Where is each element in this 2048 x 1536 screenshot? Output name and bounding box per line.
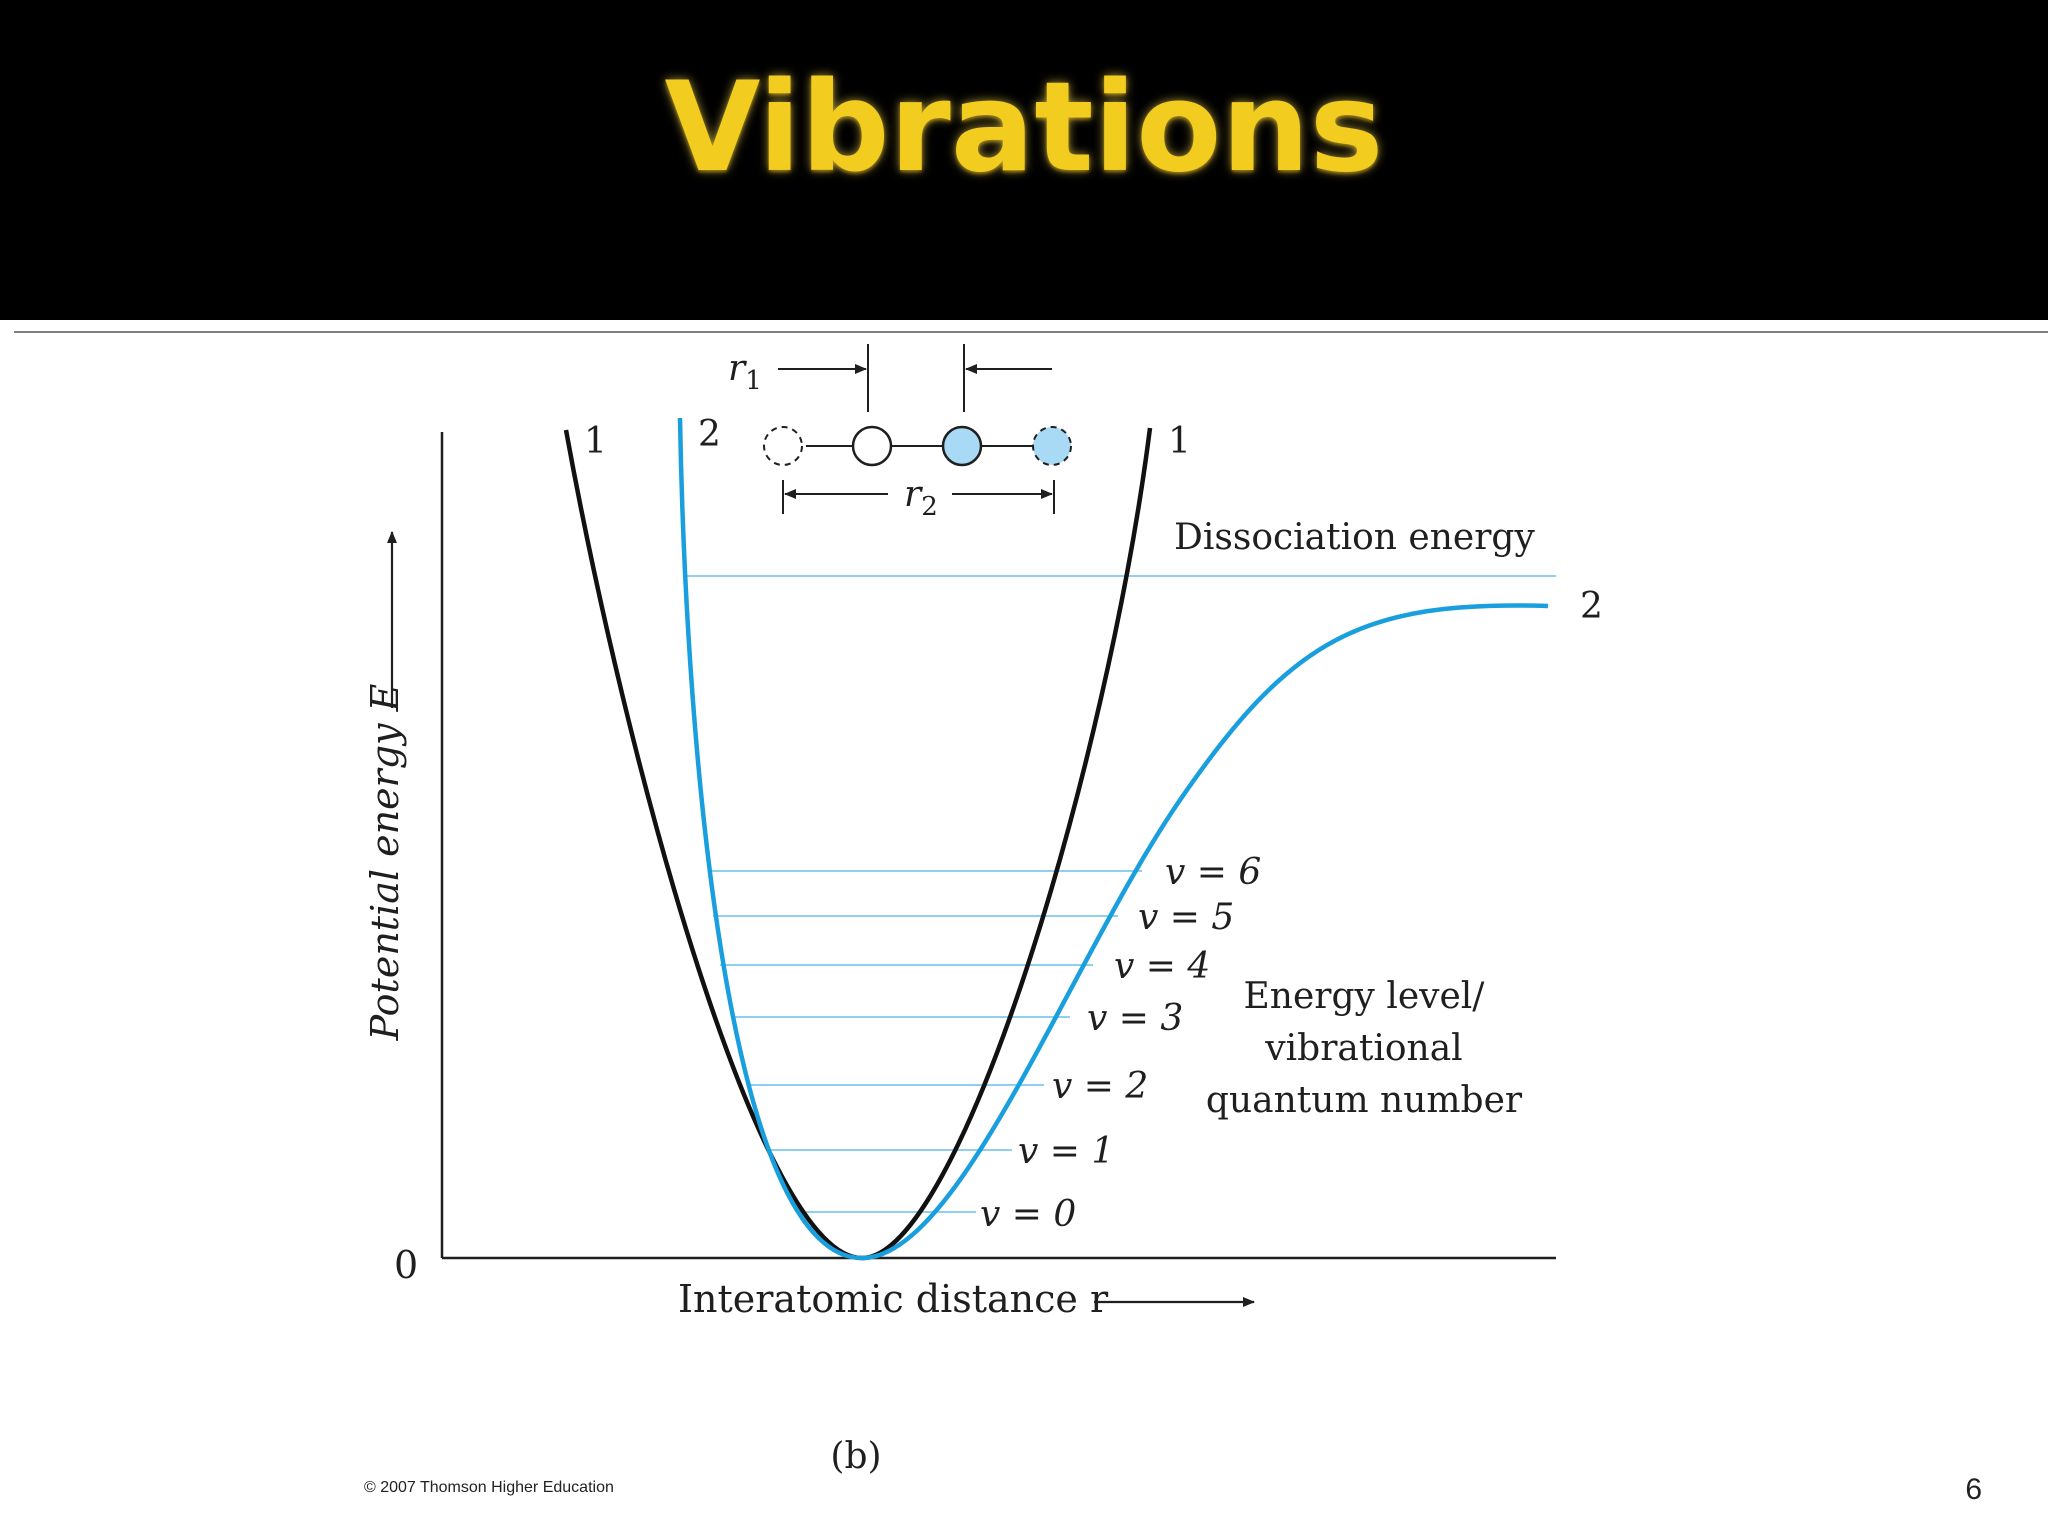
r2-label: r2 (904, 474, 938, 522)
curve-2-morse (677, 417, 1549, 1261)
levels-caption-line-3: quantum number (1206, 1080, 1523, 1121)
dissociation-energy-label: Dissociation energy (1174, 517, 1535, 558)
origin-label: 0 (394, 1243, 418, 1287)
level-label-v1: v = 1 (1018, 1131, 1114, 1172)
levels-caption-line-1: Energy level/ (1244, 976, 1486, 1017)
slide-title: Vibrations (664, 56, 1384, 200)
header-divider (14, 331, 2048, 333)
y-axis-label: Potential energy E (363, 683, 407, 1041)
x-axis-label: Interatomic distance r (678, 1277, 1109, 1321)
level-label-v4: v = 4 (1114, 946, 1210, 987)
level-label-v5: v = 5 (1138, 897, 1234, 938)
levels-caption-line-2: vibrational (1264, 1028, 1462, 1069)
level-label-v2: v = 2 (1052, 1066, 1148, 1107)
atom-left (851, 425, 893, 467)
level-label-v6: v = 6 (1165, 852, 1261, 893)
panel-label: (b) (830, 1436, 881, 1477)
molecule-inset: r1 r2 (728, 344, 1072, 522)
curve-1-label-left: 1 (584, 421, 607, 462)
slide-header: Vibrations (0, 0, 2048, 320)
page-number: 6 (1965, 1473, 1982, 1506)
curve-2-label-top: 2 (698, 414, 721, 455)
r1-label: r1 (728, 348, 762, 396)
curve-1-label-right: 1 (1168, 421, 1191, 462)
copyright-notice: © 2007 Thomson Higher Education (364, 1479, 614, 1496)
atom-displaced-right (1032, 426, 1072, 466)
curve-2-label-right: 2 (1580, 586, 1603, 627)
level-label-v3: v = 3 (1087, 998, 1183, 1039)
atom-right (941, 425, 983, 467)
atom-displaced-left (763, 426, 803, 466)
level-label-v0: v = 0 (980, 1194, 1076, 1235)
